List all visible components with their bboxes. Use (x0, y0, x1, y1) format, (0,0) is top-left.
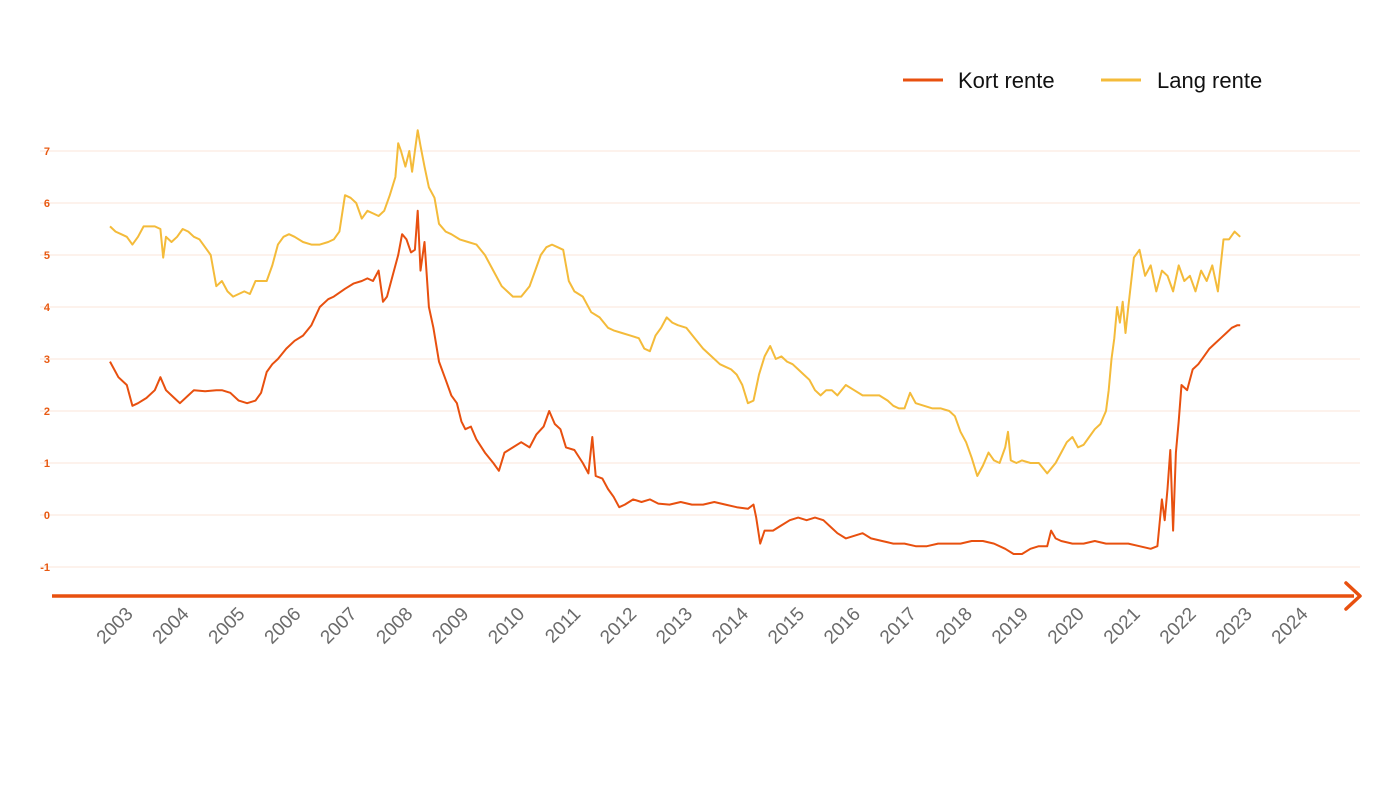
y-tick-label: 4 (44, 302, 51, 314)
x-tick-label: 2024 (1268, 603, 1313, 648)
x-tick-label: 2023 (1212, 604, 1257, 649)
x-tick-label: 2007 (317, 604, 362, 649)
x-tick-label: 2011 (541, 604, 585, 648)
series-lines (109, 129, 1241, 555)
legend: Kort rente Lang rente (903, 68, 1262, 93)
y-tick-label: 5 (44, 250, 50, 262)
y-tick-label: -1 (40, 562, 50, 574)
x-tick-label: 2003 (93, 604, 138, 649)
x-tick-label: 2005 (205, 604, 250, 649)
x-tick-label: 2016 (820, 604, 865, 649)
x-tick-label: 2009 (429, 604, 474, 649)
series-line-kort-rente (109, 209, 1241, 555)
x-tick-label: 2019 (988, 604, 1033, 649)
x-tick-label: 2014 (708, 603, 753, 648)
x-tick-label: 2017 (876, 604, 921, 649)
x-axis-arrowhead (1344, 581, 1362, 611)
y-axis-ticks: -1 0 1 2 3 4 5 6 7 (40, 146, 51, 574)
x-tick-label: 2022 (1156, 604, 1201, 649)
x-tick-label: 2020 (1044, 604, 1089, 649)
x-tick-label: 2012 (596, 604, 641, 649)
x-tick-label: 2015 (764, 604, 809, 649)
x-tick-label: 2018 (932, 604, 977, 649)
x-tick-label: 2006 (261, 604, 306, 649)
x-axis (52, 581, 1362, 611)
x-tick-label: 2013 (652, 604, 697, 649)
legend-label-kort: Kort rente (958, 68, 1055, 93)
y-tick-label: 7 (44, 146, 50, 158)
y-tick-label: 3 (44, 354, 50, 366)
x-tick-label: 2010 (484, 604, 529, 649)
grid (40, 150, 1360, 568)
y-tick-label: 2 (44, 406, 50, 418)
x-tick-label: 2021 (1100, 604, 1145, 649)
y-tick-label: 6 (44, 198, 50, 210)
y-tick-label: 1 (44, 458, 50, 470)
y-tick-label: 0 (44, 510, 50, 522)
legend-label-lang: Lang rente (1157, 68, 1262, 93)
x-axis-ticks: 2003 2004 2005 2006 2007 2008 2009 2010 2011 2012… (93, 603, 1313, 648)
series-line-lang-rente (109, 129, 1241, 477)
x-tick-label: 2004 (149, 603, 194, 648)
x-tick-label: 2008 (373, 604, 418, 649)
